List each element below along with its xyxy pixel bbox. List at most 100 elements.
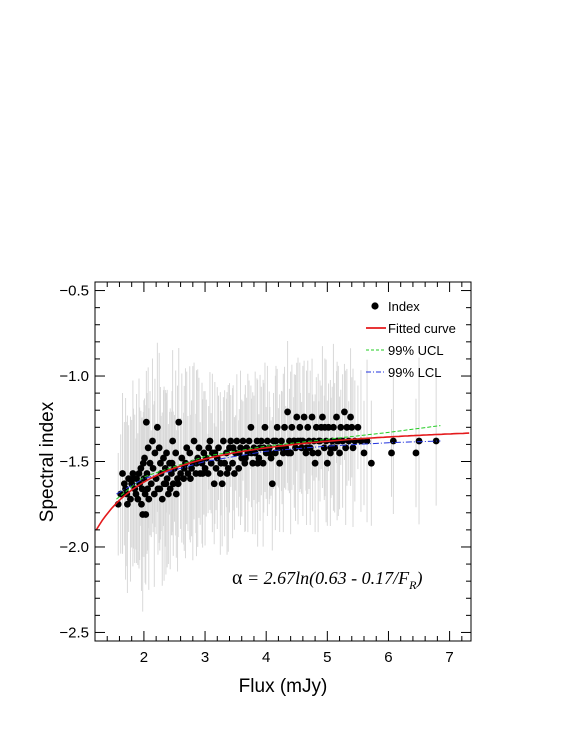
data-point — [273, 423, 281, 431]
data-point — [304, 423, 312, 431]
data-point — [272, 437, 280, 445]
data-point — [139, 459, 147, 467]
data-point — [354, 423, 362, 431]
data-point — [188, 464, 195, 472]
data-point — [211, 449, 219, 457]
data-point — [326, 449, 334, 457]
axes: 2 3 4 5 6 7 −0.5 −1.0 −1.5 −2.0 −2.5 — [59, 282, 471, 666]
data-point — [235, 464, 243, 472]
data-point — [264, 437, 271, 445]
data-point — [237, 444, 244, 452]
data-point — [224, 464, 232, 472]
legend-label: Fitted curve — [388, 321, 456, 336]
data-point — [138, 485, 146, 493]
data-point — [174, 480, 182, 488]
data-point — [180, 464, 188, 472]
formula-body: = 2.67ln(0.63 - 0.17/F — [242, 568, 410, 589]
data-point — [164, 490, 172, 498]
x-tick-label: 7 — [445, 649, 453, 666]
data-point — [135, 470, 143, 477]
data-point — [241, 459, 249, 467]
data-point — [150, 490, 158, 498]
data-point — [245, 437, 253, 445]
data-point — [278, 437, 285, 445]
data-point — [144, 444, 152, 452]
data-point — [216, 470, 224, 477]
data-point — [201, 464, 209, 472]
data-point — [259, 459, 267, 467]
data-point — [134, 495, 142, 503]
data-point — [184, 470, 192, 477]
x-tick-label: 4 — [262, 649, 270, 666]
data-point — [320, 444, 328, 452]
data-point — [412, 449, 420, 457]
data-point — [145, 495, 153, 503]
data-point — [223, 470, 231, 477]
data-point — [163, 475, 171, 482]
data-point — [144, 485, 151, 493]
x-tick-label: 2 — [140, 649, 148, 666]
data-point — [349, 444, 357, 452]
data-point — [341, 408, 348, 416]
data-point — [247, 423, 255, 431]
y-tick-label: −1.0 — [59, 368, 89, 385]
data-point — [284, 408, 291, 416]
data-point — [215, 444, 222, 452]
data-point — [296, 423, 304, 431]
formula-close: ) — [415, 568, 422, 589]
data-point — [363, 437, 371, 445]
data-point — [255, 454, 263, 462]
data-point — [155, 444, 163, 452]
data-point — [120, 480, 128, 488]
data-point — [218, 480, 226, 488]
data-point — [288, 423, 296, 431]
data-point — [158, 495, 166, 503]
legend-label: 99% UCL — [388, 343, 444, 358]
data-point — [219, 437, 227, 445]
data-point — [293, 413, 301, 421]
data-point — [217, 459, 225, 467]
y-tick-label: −1.5 — [59, 454, 89, 471]
data-point — [229, 459, 236, 467]
data-point — [388, 449, 395, 457]
x-tick-label: 5 — [323, 649, 331, 666]
data-point — [233, 437, 241, 445]
data-point — [314, 449, 322, 457]
data-point — [345, 437, 353, 445]
data-point — [229, 444, 237, 452]
data-point — [130, 475, 137, 482]
data-point — [166, 485, 174, 493]
data-point — [284, 449, 292, 457]
legend-marker-index — [371, 302, 379, 310]
ucl-curve — [116, 425, 441, 500]
data-point — [190, 437, 198, 445]
data-point — [172, 490, 180, 498]
data-point — [132, 490, 140, 498]
data-point — [303, 444, 310, 452]
data-point — [333, 413, 340, 421]
data-point — [389, 437, 397, 445]
y-axis-label: Spectral index — [37, 401, 58, 522]
data-point — [204, 470, 212, 477]
data-point — [125, 475, 133, 482]
data-point — [124, 500, 131, 508]
y-tick-label: −2.0 — [59, 539, 89, 556]
data-point — [276, 459, 284, 467]
data-point — [347, 413, 354, 421]
legend-label: 99% LCL — [388, 365, 441, 380]
data-point — [342, 444, 350, 452]
data-point — [149, 464, 157, 472]
data-point — [308, 413, 316, 421]
data-point — [227, 437, 235, 445]
y-tick-label: −0.5 — [59, 283, 89, 300]
data-point — [257, 437, 265, 445]
data-point — [129, 470, 137, 477]
data-point — [206, 437, 214, 445]
data-point — [321, 423, 329, 431]
data-point — [141, 490, 149, 498]
x-tick-label: 3 — [201, 649, 209, 666]
data-point — [169, 437, 177, 445]
data-point — [199, 470, 207, 477]
data-point — [254, 459, 262, 467]
